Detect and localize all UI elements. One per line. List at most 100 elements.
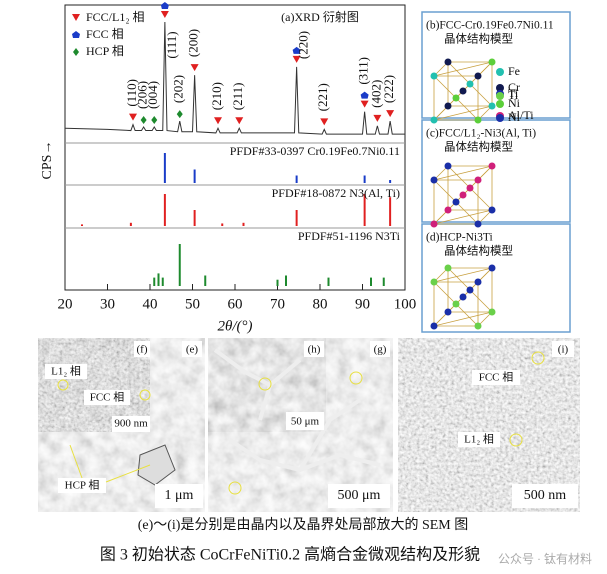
atom — [444, 102, 452, 110]
peak-label: (210) — [209, 82, 224, 110]
marker-fcc-l12 — [129, 113, 137, 121]
atom — [430, 220, 438, 228]
peak-label: (206) — [135, 81, 150, 109]
atom — [474, 176, 482, 184]
marker-hcp — [140, 116, 147, 125]
x-tick-label: 30 — [100, 296, 115, 312]
panel-label: (g) — [374, 344, 387, 356]
callout — [57, 379, 69, 391]
x-tick-label: 90 — [355, 296, 370, 312]
sem-panel-i: (i) FCC 相 L1₂ 相 500 nm — [398, 338, 580, 512]
atom — [444, 206, 452, 214]
atom — [474, 116, 482, 124]
callout — [531, 351, 545, 365]
atom — [444, 308, 452, 316]
atom — [466, 286, 474, 294]
label-box — [134, 341, 150, 357]
reference-label: PFDF#33-0397 Cr0.19Fe0.7Ni0.11 — [230, 144, 400, 158]
atom — [430, 278, 438, 286]
x-tick-label: 40 — [143, 296, 158, 312]
peak-label: (220) — [296, 31, 311, 59]
callout — [509, 433, 523, 447]
panel-label: (h) — [308, 344, 321, 356]
scale-bar-label: 900 nm — [114, 418, 148, 430]
marker-fcc-l12 — [373, 114, 382, 122]
y-axis-label: CPS→ — [40, 141, 55, 180]
peak-label: (402) — [368, 80, 383, 108]
callout-line — [69, 444, 83, 479]
atom — [452, 94, 460, 102]
marker-fcc — [360, 91, 369, 99]
marker-fcc-l12 — [235, 117, 244, 125]
label-box — [45, 364, 87, 379]
marker-fcc-l12 — [160, 11, 169, 18]
label-box — [182, 341, 202, 357]
legend-swatch — [496, 114, 504, 122]
marker-fcc-l12 — [190, 64, 199, 72]
label-box — [458, 432, 500, 447]
marker-fcc — [292, 46, 301, 54]
grain-boundary — [213, 348, 381, 473]
peak-label: (004) — [145, 81, 160, 109]
atom — [444, 264, 452, 272]
legend-swatch — [496, 84, 504, 92]
label-box — [512, 484, 578, 508]
bond — [433, 311, 493, 327]
label-box — [472, 370, 520, 385]
peak-label: (211) — [230, 83, 245, 111]
bond — [433, 209, 493, 225]
peak-label: (311) — [356, 57, 371, 85]
sem-panel-e: (f) (e) L1₂ 相 FCC 相 900 nm HCP 相 1 μm — [37, 337, 205, 512]
bond — [433, 61, 493, 77]
label-box — [552, 341, 574, 357]
marker-hcp — [176, 110, 183, 119]
callout — [139, 389, 151, 401]
label-box — [328, 484, 390, 508]
marker-hcp — [73, 48, 79, 56]
legend-label: HCP 相 — [86, 44, 124, 58]
atom — [488, 162, 496, 170]
reference-label: PFDF#51-1196 N3Ti — [298, 229, 401, 243]
marker-fcc-l12 — [360, 100, 369, 108]
callout — [349, 371, 363, 385]
callout-line — [105, 464, 151, 483]
atom — [466, 80, 474, 88]
atom — [474, 220, 482, 228]
peak-label: (111) — [164, 31, 179, 58]
x-tick-label: 100 — [394, 296, 417, 312]
legend-label: Ni — [508, 110, 521, 124]
atom — [466, 184, 474, 192]
marker-fcc-l12 — [292, 55, 301, 63]
legend-label: Al/Ti — [508, 108, 534, 122]
bond — [433, 267, 493, 283]
peak-label: (202) — [171, 75, 186, 103]
x-tick-label: 70 — [270, 296, 285, 312]
legend-label: Cr — [508, 80, 520, 94]
marker-fcc-l12 — [72, 14, 80, 21]
structure-title: 晶体结构模型 — [444, 32, 513, 46]
atom — [444, 58, 452, 66]
legend-label: Ti — [508, 86, 519, 100]
sem-image — [398, 338, 580, 512]
legend-label: Ni — [508, 96, 521, 110]
callout — [258, 377, 272, 391]
scale-bar-label: 1 μm — [165, 488, 194, 503]
legend-swatch — [496, 100, 504, 108]
atom — [459, 293, 467, 301]
atom — [474, 278, 482, 286]
crystal-model — [430, 264, 496, 330]
label-box — [155, 484, 203, 508]
phase-label: L1₂ 相 — [464, 433, 494, 446]
x-tick-label: 20 — [58, 296, 73, 312]
atom — [459, 87, 467, 95]
figure-caption: 图 3 初始状态 CoCrFeNiTi0.2 高熵合金微观结构及形貌 — [100, 546, 480, 564]
x-axis-label: 2θ/(°) — [217, 318, 252, 334]
atom — [474, 72, 482, 80]
peak-label: (200) — [186, 29, 201, 57]
legend-label: FCC/L1₂ 相 — [86, 10, 145, 24]
legend-label: FCC 相 — [86, 27, 124, 41]
atom — [488, 102, 496, 110]
crystal-model — [430, 58, 496, 124]
structure-title: 晶体结构模型 — [444, 140, 513, 154]
atom — [488, 264, 496, 272]
